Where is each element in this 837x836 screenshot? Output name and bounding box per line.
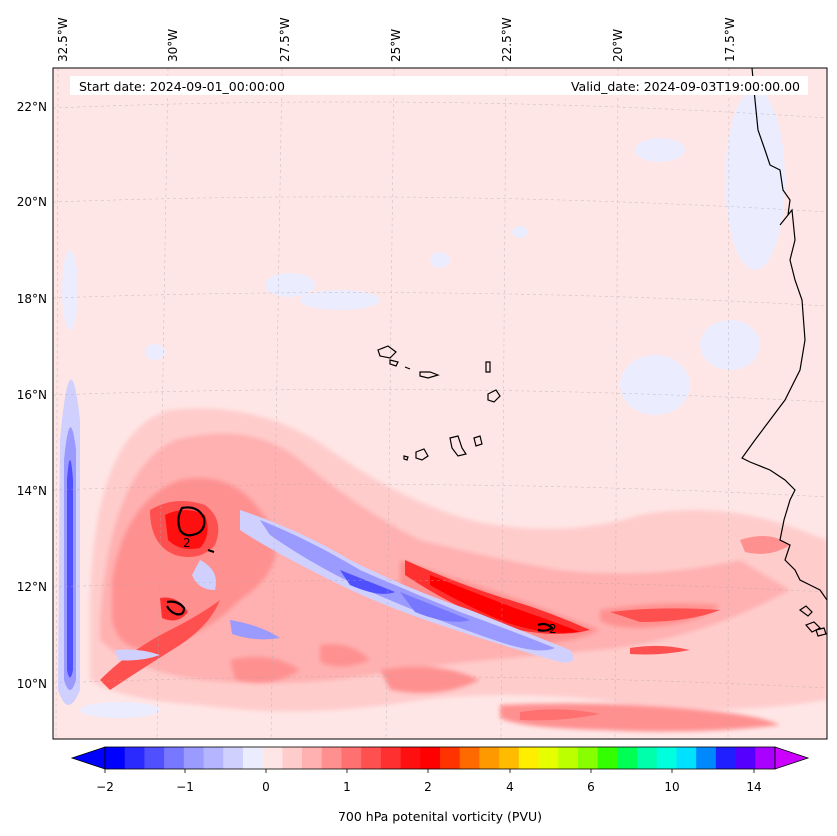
cape-verde-fogo (415, 448, 429, 461)
colorbar-segment (735, 747, 756, 769)
cape-verde-sal (485, 361, 491, 373)
lon-label-27-5w: 27.5°W (278, 17, 292, 62)
lon-label-20w: 20°W (611, 29, 625, 62)
negative-pv-band (115, 510, 574, 663)
lat-label-10n: 10°N (17, 677, 47, 691)
colorbar: −2 −1 0 1 2 4 6 10 14 700 hPa potenital … (70, 746, 810, 824)
lon-label-32-5w: 32.5°W (56, 17, 70, 62)
colorbar-segment (558, 747, 579, 769)
colorbar-segment (341, 747, 362, 769)
colorbar-segment (183, 747, 204, 769)
bijagos-islands (798, 605, 827, 637)
cb-tick-label: −2 (96, 780, 114, 794)
map-area: 2 2 (53, 68, 827, 739)
cape-verde-sao-vicente (389, 359, 399, 367)
pv-contours (166, 506, 554, 632)
colorbar-segment (321, 747, 342, 769)
contour-label-2: 2 (549, 622, 557, 636)
gridlines (53, 68, 827, 739)
colorbar-segment (538, 747, 559, 769)
valid-date-label: Valid_date: 2024-09-03T19:00:00.00 (571, 79, 800, 94)
strong-positive-features (100, 501, 790, 721)
lon-label-25w: 25°W (389, 29, 403, 62)
colorbar-frame (104, 746, 776, 770)
colorbar-label: 700 hPa potenital vorticity (PVU) (338, 809, 542, 824)
colorbar-segment (361, 747, 382, 769)
colorbar-segment (597, 747, 618, 769)
colorbar-segments (105, 747, 776, 769)
annotation-box (70, 76, 808, 95)
colorbar-segment (696, 747, 717, 769)
colorbar-segment (400, 747, 421, 769)
map-frame (52, 67, 828, 740)
cape-verde-santo-antao (377, 345, 397, 359)
latitude-labels: 22°N 20°N 18°N 16°N 14°N 12°N 10°N (17, 100, 47, 691)
cb-tick-label: 6 (587, 780, 595, 794)
colorbar-segment (203, 747, 224, 769)
africa-coastline (741, 68, 827, 601)
cape-verde-sao-nicolau (419, 371, 440, 379)
colorbar-segment (518, 747, 539, 769)
colorbar-over-triangle (774, 746, 810, 770)
lat-label-14n: 14°N (17, 484, 47, 498)
lon-label-22-5w: 22.5°W (500, 17, 514, 62)
colorbar-segment (380, 747, 401, 769)
colorbar-segment (676, 747, 697, 769)
colorbar-segment (262, 747, 283, 769)
lat-label-20n: 20°N (17, 195, 47, 209)
colorbar-segment (105, 747, 126, 769)
colorbar-segment (715, 747, 736, 769)
lon-label-30w: 30°W (166, 29, 180, 62)
cb-tick-label: −1 (176, 780, 194, 794)
colorbar-segment (577, 747, 599, 769)
cape-verde-brava (403, 455, 409, 461)
lon-label-17-5w: 17.5°W (723, 17, 737, 62)
contour-label: 2 (183, 536, 191, 550)
colorbar-segment (144, 747, 165, 769)
colorbar-segment (124, 747, 145, 769)
lat-label-12n: 12°N (17, 580, 47, 594)
colorbar-segment (420, 747, 441, 769)
cb-tick-label: 10 (664, 780, 679, 794)
cape-verde-maio (473, 435, 483, 447)
cape-verde-santiago (449, 435, 467, 457)
lat-label-18n: 18°N (17, 292, 47, 306)
colorbar-segment (302, 747, 323, 769)
negative-pv-patches (62, 90, 785, 718)
cape-verde-santa-luzia (404, 366, 411, 370)
cape-verde-boa-vista (487, 389, 501, 403)
colorbar-segment (459, 747, 480, 769)
colorbar-segment (617, 747, 638, 769)
colorbar-segment (755, 747, 776, 769)
cb-tick-label: 1 (343, 780, 351, 794)
lat-label-22n: 22°N (17, 100, 47, 114)
colorbar-segment (223, 747, 244, 769)
colorbar-segment (499, 747, 520, 769)
colorbar-segment (440, 747, 461, 769)
colorbar-segment (242, 747, 264, 769)
cb-tick-label: 4 (506, 780, 514, 794)
cb-tick-label: 0 (262, 780, 270, 794)
longitude-labels: 32.5°W 30°W 27.5°W 25°W 22.5°W 20°W 17.5… (56, 17, 737, 62)
colorbar-under-triangle (70, 746, 106, 770)
colorbar-segment (656, 747, 677, 769)
cb-tick-label: 14 (746, 780, 761, 794)
colorbar-segment (479, 747, 500, 769)
cb-tick-label: 2 (424, 780, 432, 794)
colorbar-segment (282, 747, 303, 769)
west-negative-strip (58, 379, 80, 705)
colorbar-tick-labels: −2 −1 0 1 2 4 6 10 14 (96, 780, 761, 794)
lat-label-16n: 16°N (17, 388, 47, 402)
colorbar-segment (637, 747, 658, 769)
colorbar-ticks (104, 769, 755, 773)
start-date-label: Start date: 2024-09-01_00:00:00 (79, 79, 285, 94)
coastlines (377, 68, 827, 637)
colorbar-segment (164, 747, 185, 769)
